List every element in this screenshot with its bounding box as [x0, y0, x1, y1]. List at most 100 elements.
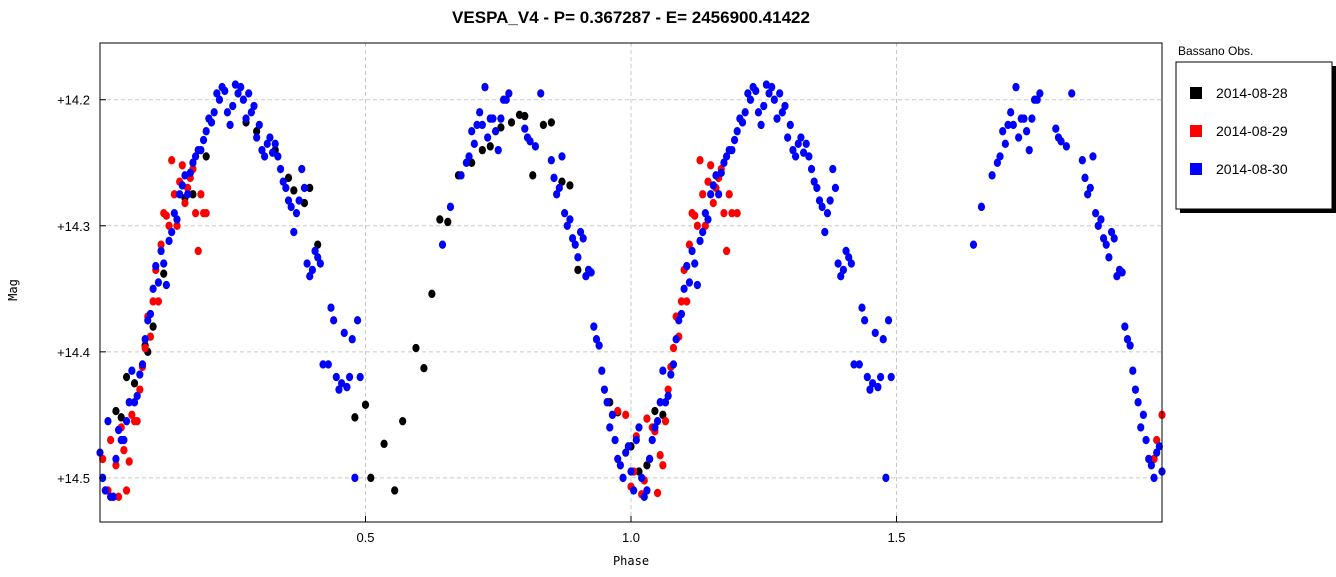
- data-point: [210, 108, 218, 117]
- data-point: [526, 137, 534, 146]
- data-point: [722, 152, 731, 161]
- data-point: [202, 127, 210, 136]
- data-point: [247, 108, 255, 117]
- data-point: [274, 152, 282, 161]
- data-point: [1025, 145, 1033, 155]
- data-point: [505, 89, 513, 98]
- data-point: [869, 379, 877, 388]
- data-point: [1145, 454, 1153, 464]
- data-point: [643, 486, 651, 495]
- data-point: [688, 246, 696, 256]
- data-point: [611, 435, 619, 445]
- data-point: [561, 208, 569, 218]
- x-tick-label: 0.5: [356, 530, 374, 545]
- data-point: [725, 190, 733, 199]
- legend-label: 2014-08-28: [1216, 85, 1288, 101]
- data-point: [874, 382, 882, 392]
- data-point: [114, 425, 123, 435]
- data-point: [866, 385, 874, 394]
- data-point: [752, 86, 760, 96]
- data-point: [643, 414, 651, 423]
- data-point: [884, 316, 893, 325]
- data-point: [879, 335, 887, 344]
- data-point: [194, 246, 202, 256]
- data-point: [566, 215, 574, 224]
- data-point: [489, 114, 497, 123]
- data-point: [805, 152, 813, 161]
- data-point: [1150, 473, 1158, 483]
- data-point: [136, 370, 144, 379]
- data-point: [661, 416, 670, 426]
- data-point: [120, 445, 128, 455]
- data-point: [999, 127, 1007, 136]
- data-point: [1086, 183, 1094, 193]
- data-point: [168, 156, 176, 165]
- data-point: [253, 133, 261, 142]
- data-point: [497, 123, 505, 132]
- data-point: [728, 208, 736, 218]
- data-point: [664, 385, 672, 394]
- data-point: [1137, 423, 1145, 432]
- series-2014-08-30: [96, 80, 1166, 501]
- data-point: [789, 145, 797, 155]
- legend: 2014-08-28 2014-08-29 2014-08-30: [1175, 61, 1336, 213]
- data-point: [1129, 366, 1137, 375]
- data-point: [531, 142, 540, 151]
- data-point: [685, 278, 694, 287]
- data-point: [436, 215, 444, 224]
- data-point: [114, 492, 123, 501]
- data-point: [420, 364, 428, 373]
- data-point: [1089, 152, 1097, 161]
- data-point: [537, 89, 545, 98]
- data-point: [237, 82, 245, 92]
- data-point: [128, 366, 136, 375]
- data-point: [99, 454, 107, 464]
- data-point: [754, 108, 763, 117]
- data-point: [590, 322, 598, 331]
- data-point: [667, 370, 675, 379]
- data-point: [656, 450, 664, 460]
- data-point: [191, 208, 200, 218]
- data-point: [574, 253, 582, 262]
- data-point: [608, 410, 617, 420]
- data-point: [157, 240, 165, 249]
- data-point: [1012, 82, 1020, 92]
- data-point: [149, 284, 157, 294]
- data-point: [539, 120, 547, 130]
- data-point: [622, 448, 630, 457]
- data-point: [550, 173, 558, 183]
- data-point: [141, 335, 149, 344]
- data-point: [547, 156, 555, 165]
- data-point: [839, 265, 848, 275]
- data-point: [592, 335, 601, 344]
- data-point: [627, 467, 635, 476]
- data-point: [683, 261, 691, 271]
- data-point: [630, 486, 638, 495]
- data-point: [1142, 435, 1150, 445]
- data-point: [616, 461, 624, 470]
- data-point: [221, 86, 229, 96]
- data-point: [149, 297, 157, 306]
- data-point: [709, 198, 717, 208]
- legend-swatch: [1190, 163, 1202, 175]
- data-point: [314, 240, 322, 249]
- data-point: [669, 343, 678, 353]
- data-point: [176, 190, 184, 199]
- data-point: [887, 372, 895, 382]
- data-point: [412, 343, 420, 353]
- data-point: [661, 398, 670, 407]
- data-point: [298, 164, 306, 174]
- data-point: [154, 297, 163, 306]
- data-point: [1009, 120, 1017, 130]
- data-point: [189, 158, 197, 167]
- data-point: [191, 152, 200, 161]
- data-point: [1126, 341, 1134, 350]
- data-point: [653, 416, 662, 426]
- data-point: [255, 120, 263, 130]
- data-point: [295, 196, 303, 205]
- data-point: [837, 271, 845, 281]
- data-point: [1139, 410, 1148, 420]
- data-point: [290, 186, 298, 195]
- data-point: [988, 171, 996, 180]
- data-point: [268, 148, 277, 157]
